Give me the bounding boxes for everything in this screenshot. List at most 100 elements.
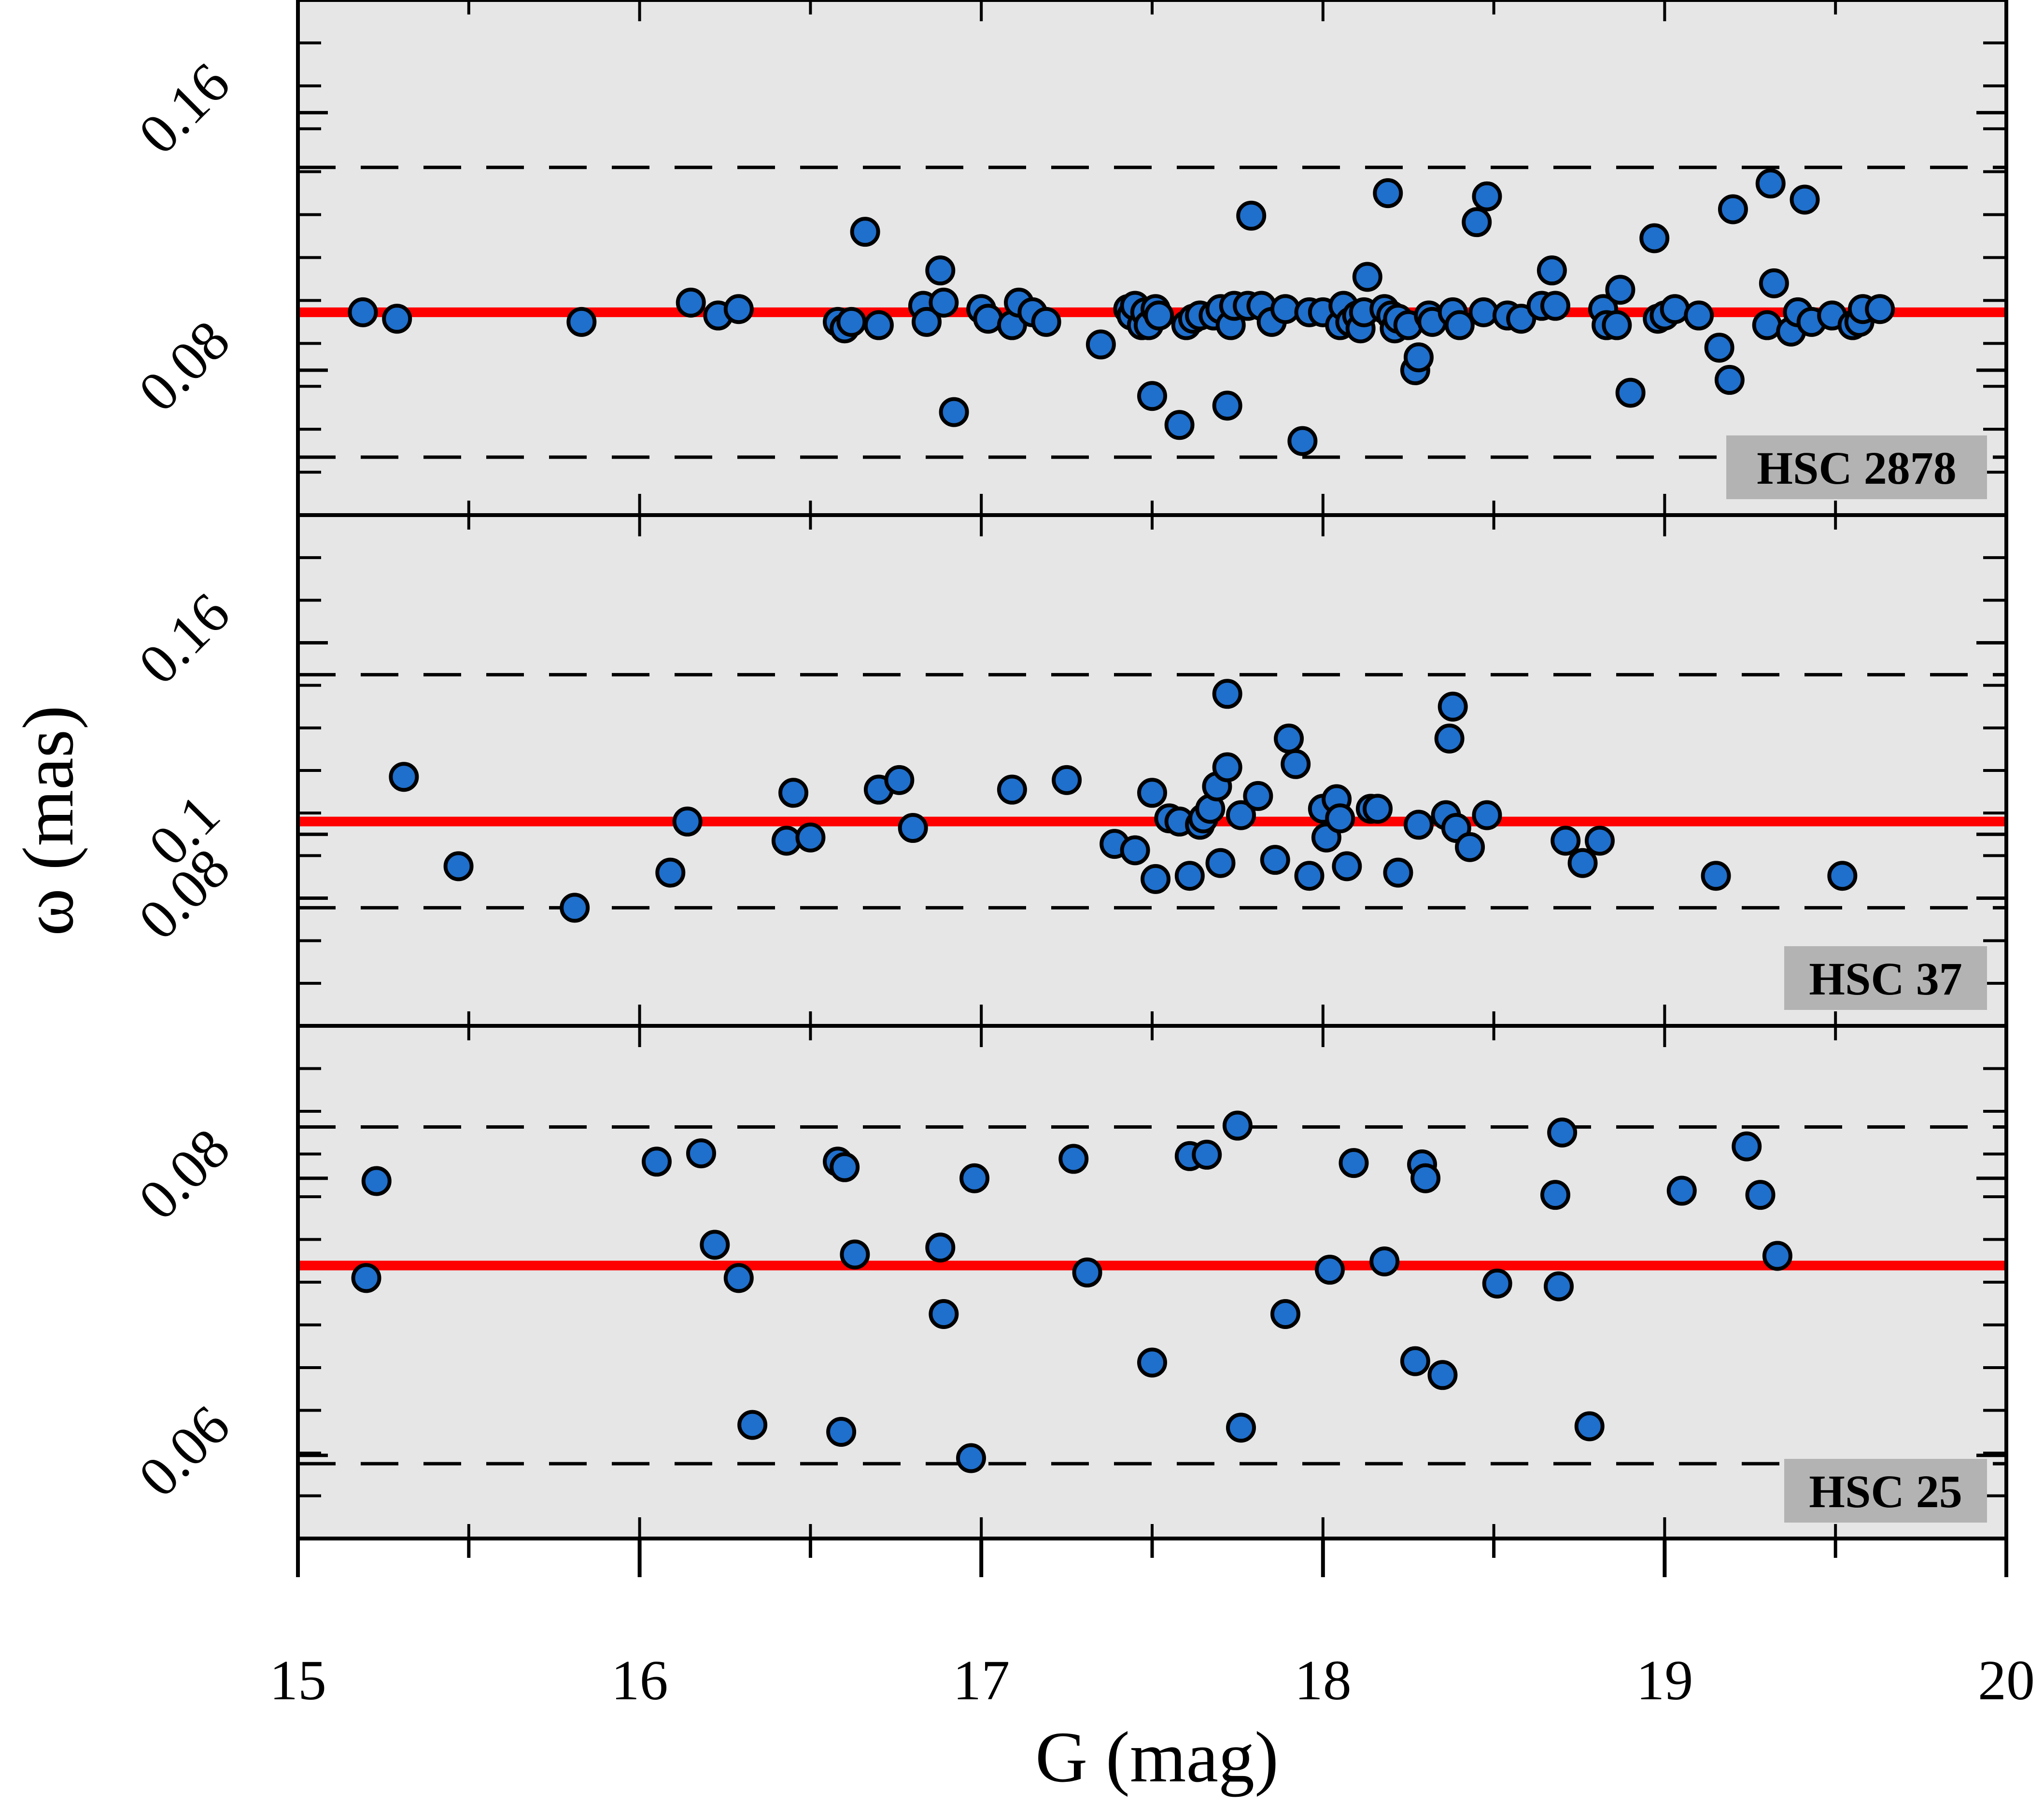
data-point <box>997 774 1027 805</box>
data-point <box>929 1299 959 1329</box>
y-tick-label: 0.16 <box>127 581 242 696</box>
data-point <box>737 1410 768 1440</box>
data-point <box>1270 294 1300 324</box>
data-point <box>911 307 942 337</box>
data-point <box>700 1230 730 1260</box>
x-tick-label: 17 <box>953 1649 1010 1712</box>
data-point <box>1666 1175 1697 1206</box>
data-point <box>836 307 867 337</box>
data-point <box>771 826 802 856</box>
data-point <box>1444 310 1475 340</box>
data-point <box>1584 826 1615 856</box>
data-point <box>1222 1110 1253 1141</box>
data-point <box>1472 181 1502 211</box>
panel-background <box>298 1026 2006 1539</box>
data-point <box>1865 294 1895 324</box>
data-point <box>1226 1413 1256 1443</box>
panel-background <box>298 515 2006 1026</box>
data-point <box>1714 364 1745 395</box>
y-tick-label: 0.08 <box>127 1117 242 1232</box>
data-point <box>1745 1180 1776 1210</box>
data-point <box>1482 1268 1512 1299</box>
data-point <box>884 765 915 795</box>
data-point <box>1174 861 1205 891</box>
data-point <box>672 806 703 837</box>
data-point <box>1732 1131 1762 1161</box>
data-point <box>1403 810 1434 840</box>
data-point <box>1270 1299 1300 1329</box>
data-point <box>676 287 706 318</box>
data-point <box>1141 864 1171 894</box>
data-point <box>925 255 956 286</box>
data-point <box>686 1138 716 1169</box>
panel-tag-box <box>1784 1459 1987 1523</box>
data-point <box>1314 1255 1345 1285</box>
data-point <box>840 1239 870 1270</box>
data-point <box>1352 262 1382 292</box>
data-point <box>1455 832 1485 862</box>
data-point <box>1383 857 1413 888</box>
x-tick-label: 18 <box>1295 1649 1352 1712</box>
data-point <box>973 304 1003 334</box>
data-point <box>566 307 597 337</box>
data-point <box>443 851 474 882</box>
data-point <box>1137 778 1167 808</box>
x-tick-label: 15 <box>269 1649 326 1712</box>
data-point <box>351 1263 381 1293</box>
data-point <box>723 1263 754 1293</box>
data-point <box>1704 333 1734 363</box>
data-point <box>1294 861 1325 891</box>
y-tick-label: 0.08 <box>127 308 242 424</box>
x-axis: 15 16 17 18 19 20 <box>269 1539 2035 1712</box>
data-point <box>1660 294 1690 324</box>
data-point <box>826 1416 857 1447</box>
panel-tag-label: HSC 2878 <box>1757 442 1956 494</box>
data-point <box>1052 765 1082 795</box>
data-point <box>1410 1163 1441 1193</box>
data-point <box>382 304 412 334</box>
data-point <box>1639 223 1670 253</box>
data-point <box>560 893 590 923</box>
data-point <box>863 310 894 340</box>
data-point <box>1332 851 1362 882</box>
data-point <box>1031 307 1061 337</box>
data-point <box>1540 1180 1570 1210</box>
panel-tag-label: HSC 37 <box>1809 953 1962 1005</box>
data-point <box>1752 310 1782 340</box>
data-point <box>1137 381 1167 411</box>
data-point <box>1701 861 1731 891</box>
data-point <box>925 1232 956 1263</box>
data-point <box>1438 691 1468 722</box>
data-point <box>795 822 826 853</box>
data-point <box>1551 826 1581 856</box>
data-point <box>1547 1118 1578 1148</box>
panel-background <box>298 0 2006 515</box>
data-point <box>1537 255 1567 286</box>
data-point <box>1755 168 1786 199</box>
y-tick-label: 0.06 <box>127 1394 242 1509</box>
data-point <box>1281 749 1311 779</box>
data-point <box>1212 752 1242 783</box>
data-point <box>1243 781 1273 811</box>
data-point <box>1236 200 1267 231</box>
data-point <box>1605 275 1635 305</box>
data-point <box>389 762 419 792</box>
data-point <box>723 294 754 324</box>
data-point <box>1164 410 1195 440</box>
panel-tag-box <box>1726 435 1987 499</box>
data-point <box>1790 184 1820 215</box>
y-axis-title: ω (mas) <box>8 705 88 936</box>
data-point <box>1287 426 1318 456</box>
data-point <box>1462 207 1492 238</box>
data-point <box>1058 1144 1089 1174</box>
data-point <box>1137 1347 1167 1378</box>
data-point <box>1072 1257 1102 1287</box>
data-point <box>1260 845 1290 875</box>
x-tick-label: 19 <box>1636 1649 1693 1712</box>
data-point <box>1427 1360 1458 1390</box>
data-point <box>655 857 686 888</box>
data-point <box>1544 1271 1574 1301</box>
